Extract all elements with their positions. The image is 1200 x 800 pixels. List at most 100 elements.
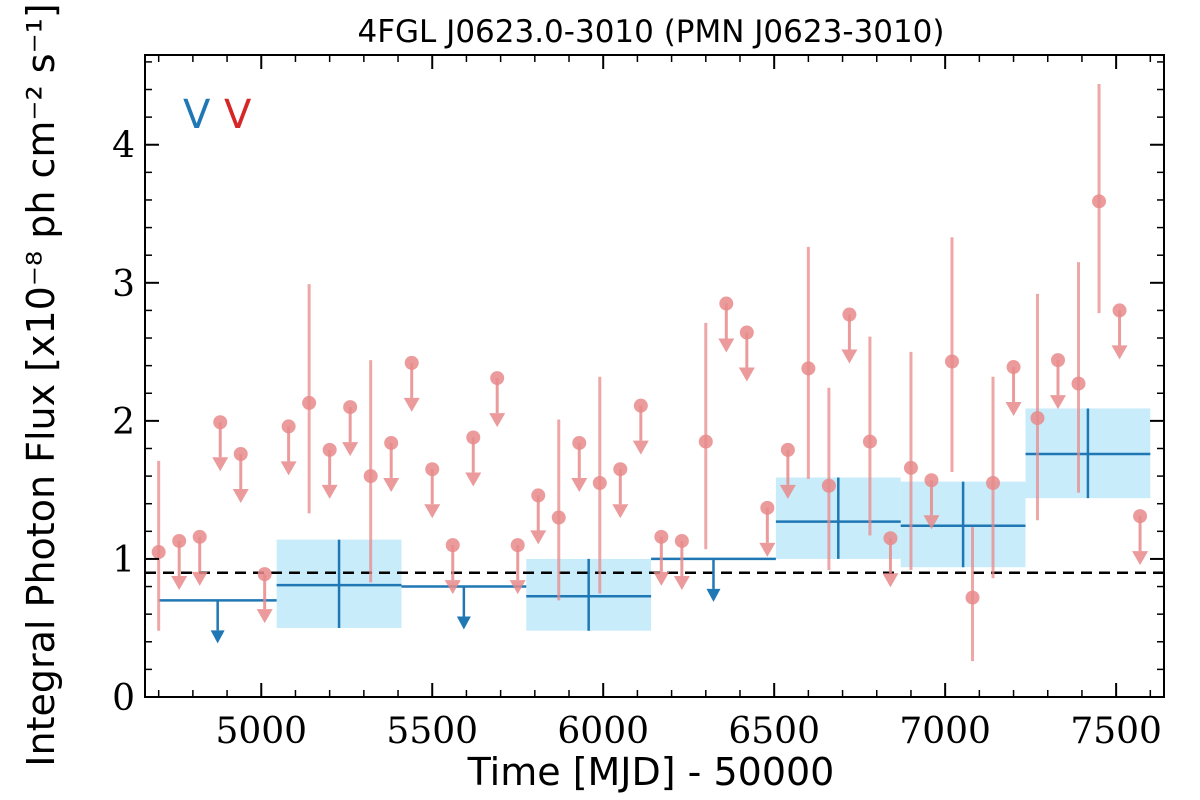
short-bin-point <box>1112 303 1127 318</box>
short-bin-upper-limit-arrow <box>882 573 899 588</box>
short-bin-point <box>862 434 877 449</box>
y-tick-label: 1 <box>112 540 135 581</box>
short-bin-upper-limit-arrow <box>923 515 940 530</box>
short-bin-point <box>801 361 816 376</box>
short-bin-point <box>510 538 525 553</box>
short-bin-point <box>654 529 669 544</box>
short-bin-upper-limit-arrow <box>530 530 547 545</box>
axes: 5000 5500 6000 6500 7000 7500 0 1 2 3 4 <box>112 55 1164 752</box>
short-bin-point <box>965 590 980 605</box>
short-bin-point <box>613 462 628 477</box>
short-bin-upper-limit-arrow <box>1132 551 1149 566</box>
short-bin-point <box>322 442 337 457</box>
y-tick-label: 3 <box>112 264 135 305</box>
short-bin-point <box>257 567 272 582</box>
short-bin-point <box>986 476 1001 490</box>
short-bin-point <box>531 488 546 503</box>
short-bin-point <box>842 307 857 322</box>
y-tick-label: 4 <box>112 126 135 167</box>
x-tick-label: 5500 <box>386 711 478 752</box>
short-bin-point <box>924 473 939 488</box>
short-bin-point <box>233 447 248 462</box>
short-bin-upper-limit-arrow <box>444 580 461 595</box>
short-bin-point <box>592 476 607 490</box>
short-bin-upper-limit-arrow <box>571 477 588 492</box>
short-bin-upper-limit-arrow <box>718 338 735 353</box>
short-bin-upper-limit-arrow <box>465 472 482 487</box>
short-bin-point <box>780 442 795 457</box>
short-bin-point <box>404 355 419 370</box>
short-bin-upper-limit-arrow <box>342 442 359 457</box>
short-bin-upper-limit-arrow <box>841 349 858 364</box>
legend: V V <box>183 92 252 138</box>
short-bin-point <box>363 469 378 484</box>
long-bin-upper-limit-arrow <box>706 588 721 602</box>
short-bin-upper-limit-arrow <box>612 504 629 519</box>
y-tick-label: 0 <box>112 678 135 719</box>
short-bin-point <box>384 435 399 450</box>
short-bin-point <box>490 371 505 386</box>
short-bin-upper-limit-arrow <box>738 367 755 382</box>
short-bin-point <box>698 434 713 449</box>
x-tick-label: 6500 <box>728 711 820 752</box>
short-bin-point <box>1092 194 1107 209</box>
short-bin-point <box>445 538 460 553</box>
short-bin-point <box>719 296 734 311</box>
short-bin-upper-limit-arrow <box>280 461 297 476</box>
short-bin-point <box>343 400 358 415</box>
short-bin-point <box>903 460 918 475</box>
y-tick-label: 2 <box>112 402 135 443</box>
short-bin-upper-limit-arrow <box>232 489 249 504</box>
short-bin-upper-limit-arrow <box>489 413 506 428</box>
short-bin-point <box>633 398 648 413</box>
short-bin-upper-limit-arrow <box>653 571 670 586</box>
x-axis-title: Time [MJD] - 50000 <box>467 750 835 794</box>
short-bin-point <box>883 531 898 546</box>
short-bin-upper-limit-arrow <box>321 484 338 499</box>
plot-area <box>145 83 1164 662</box>
short-bin-upper-limit-arrow <box>403 397 420 412</box>
y-axis-title: Integral Photon Flux [x10⁻⁸ ph cm⁻² s⁻¹] <box>19 3 63 766</box>
short-bin-upper-limit-arrow <box>1111 345 1128 360</box>
short-bin-point <box>192 529 207 544</box>
short-bin-point <box>1030 411 1045 426</box>
short-bin-upper-limit-arrow <box>1005 402 1022 417</box>
short-bin-point <box>425 462 440 477</box>
plot-frame <box>144 54 1165 698</box>
short-bin-point <box>551 510 566 525</box>
short-bin-upper-limit-arrow <box>509 580 526 595</box>
chart-title: 4FGL J0623.0-3010 (PMN J0623-3010) <box>357 14 944 50</box>
short-bin-upper-limit-arrow <box>212 457 229 472</box>
short-bin-point <box>151 545 166 560</box>
short-bin-point <box>674 533 689 548</box>
short-bin-point <box>739 325 754 340</box>
legend-entry-short-bins: V <box>224 92 252 138</box>
short-bin-point <box>172 533 187 548</box>
x-tick-label: 7500 <box>1070 711 1162 752</box>
x-tick-label: 6000 <box>557 711 649 752</box>
x-tick-label: 7000 <box>899 711 991 752</box>
short-bin-point <box>944 354 959 369</box>
short-bin-upper-limit-arrow <box>1049 395 1066 410</box>
short-bin-point <box>760 500 775 515</box>
short-bin-upper-limit-arrow <box>779 484 796 499</box>
short-bin-point <box>821 478 836 493</box>
short-bin-upper-limit-arrow <box>424 504 441 519</box>
x-tick-label: 5000 <box>215 711 307 752</box>
short-bin-point <box>302 395 317 410</box>
short-bin-upper-limit-arrow <box>383 477 400 492</box>
short-bin-upper-limit-arrow <box>759 542 776 557</box>
short-bin-point <box>1133 509 1148 524</box>
long-bin-upper-limit-arrow <box>210 630 225 644</box>
short-bin-upper-limit-arrow <box>171 575 188 590</box>
short-bin-upper-limit-arrow <box>632 440 649 455</box>
short-bin-upper-limit-arrow <box>673 575 690 590</box>
short-bin-upper-limit-arrow <box>191 571 208 586</box>
short-bin-point <box>1071 376 1086 391</box>
short-bin-point <box>1006 360 1021 375</box>
short-bin-point <box>572 435 587 450</box>
short-bin-point <box>213 415 228 430</box>
short-bin-upper-limit-arrow <box>256 609 273 624</box>
